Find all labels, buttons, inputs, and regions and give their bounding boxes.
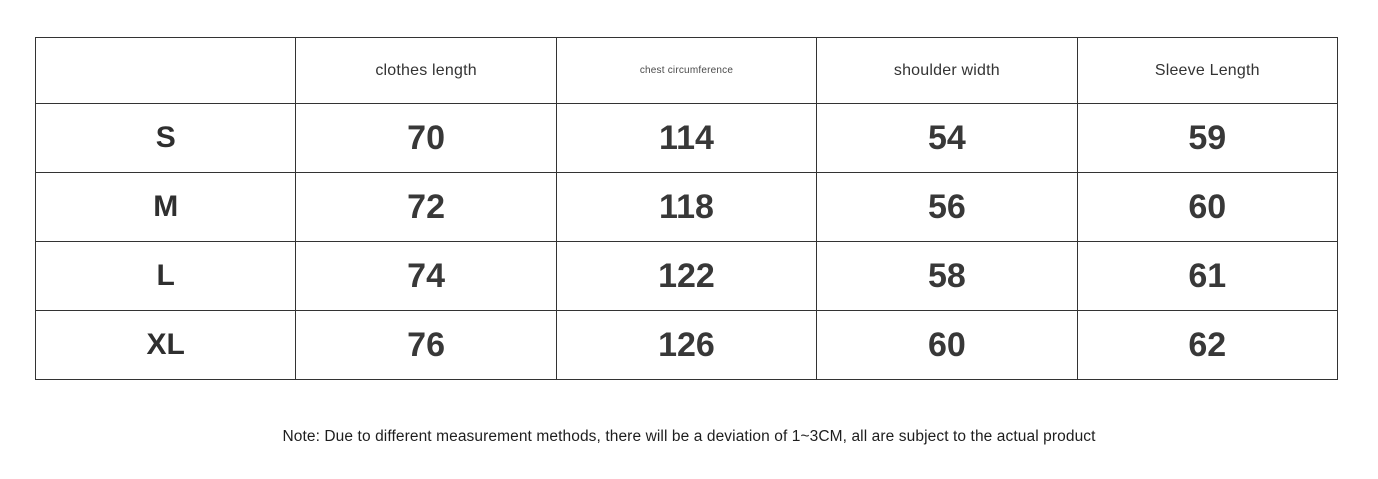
measurement-cell: 122	[555, 241, 818, 311]
measurement-cell: 76	[295, 310, 557, 380]
size-chart-table-container: clothes length chest circumference shoul…	[34, 37, 1339, 380]
measurement-cell: 126	[555, 310, 818, 380]
column-header-clothes-length: clothes length	[295, 37, 557, 104]
column-header-shoulder-width: shoulder width	[816, 37, 1078, 104]
corner-header	[34, 37, 297, 104]
size-label-cell: XL	[34, 310, 297, 380]
measurement-cell: 60	[816, 310, 1078, 380]
size-label-cell: L	[34, 241, 297, 311]
table-row: S 70 114 54 59	[34, 103, 1339, 173]
measurement-cell: 62	[1076, 310, 1339, 380]
measurement-note: Note: Due to different measurement metho…	[282, 428, 1096, 445]
measurement-cell: 59	[1076, 103, 1339, 173]
table-row: M 72 118 56 60	[34, 172, 1339, 242]
measurement-cell: 114	[555, 103, 818, 173]
table-row: XL 76 126 60 62	[34, 310, 1339, 380]
size-table-body: S 70 114 54 59 M 72 118 56 60 L 74 122 58 61 XL 76 126 60 6…	[34, 103, 1339, 380]
measurement-cell: 70	[295, 103, 557, 173]
measurement-cell: 58	[816, 241, 1078, 311]
header-row: clothes length chest circumference shoul…	[34, 37, 1339, 104]
size-table: clothes length chest circumference shoul…	[34, 37, 1339, 380]
measurement-cell: 61	[1076, 241, 1339, 311]
measurement-cell: 118	[555, 172, 818, 242]
measurement-cell: 56	[816, 172, 1078, 242]
size-label-cell: S	[34, 103, 297, 173]
measurement-cell: 72	[295, 172, 557, 242]
measurement-cell: 54	[816, 103, 1078, 173]
measurement-cell: 60	[1076, 172, 1339, 242]
measurement-cell: 74	[295, 241, 557, 311]
size-table-head: clothes length chest circumference shoul…	[34, 37, 1339, 104]
size-label-cell: M	[34, 172, 297, 242]
column-header-chest-circumference: chest circumference	[555, 37, 818, 104]
column-header-sleeve-length: Sleeve Length	[1076, 37, 1339, 104]
table-row: L 74 122 58 61	[34, 241, 1339, 311]
